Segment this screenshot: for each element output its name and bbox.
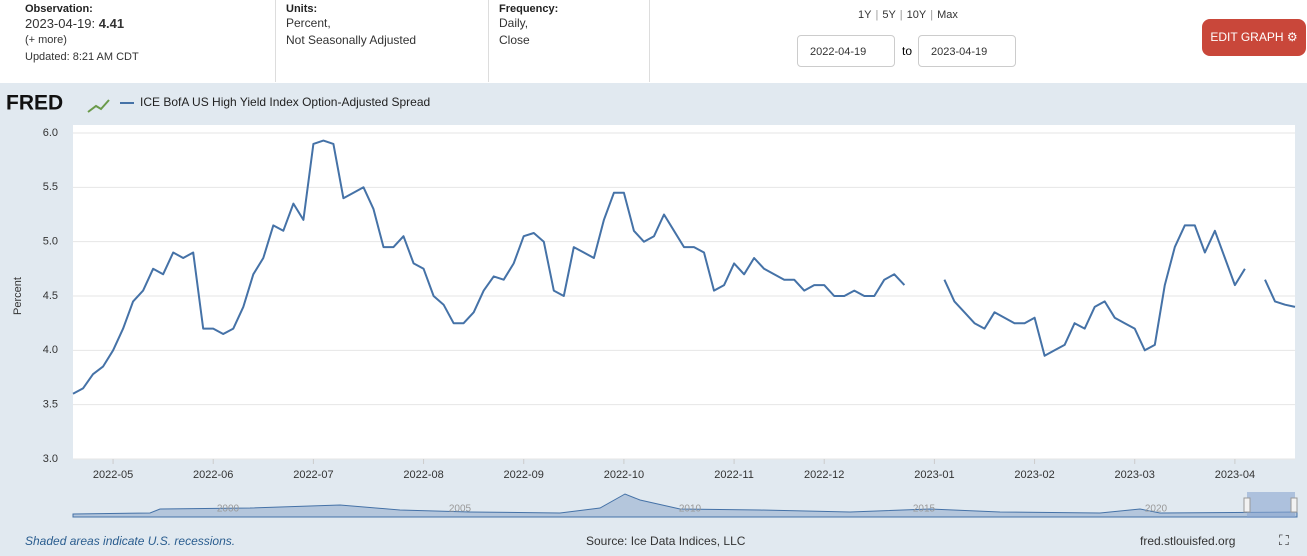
plot-background	[73, 125, 1295, 459]
y-tick-label: 4.5	[43, 290, 58, 302]
text: Close	[499, 33, 530, 47]
y-tick-label: 5.5	[43, 181, 58, 193]
label: Frequency:	[499, 3, 559, 15]
separator: |	[875, 9, 879, 21]
navigator-selection[interactable]	[1247, 492, 1295, 518]
x-tick-label: 2023-01	[914, 469, 954, 481]
navigator-label: 2015	[913, 504, 936, 515]
series-line	[72, 139, 1296, 395]
date: 2023-04-19:	[25, 16, 96, 31]
text: Percent,	[286, 16, 331, 30]
x-tick-label: 2022-10	[604, 469, 644, 481]
frequency-cell: Frequency: Daily, Close	[489, 0, 650, 82]
x-tick-label: 2022-05	[93, 469, 133, 481]
to: to	[902, 44, 913, 58]
y-axis-label: Percent	[12, 277, 24, 315]
logo-icon	[87, 99, 110, 113]
units-cell: Units: Percent, Not Seasonally Adjusted	[276, 0, 489, 82]
range-button[interactable]: 5Y	[882, 9, 896, 21]
x-tick-label: 2022-07	[293, 469, 333, 481]
fullscreen-icon[interactable]: ⛶	[1279, 532, 1289, 548]
x-tick-label: 2022-08	[403, 469, 443, 481]
y-tick-label: 5.0	[43, 236, 58, 248]
range-button[interactable]: Max	[937, 9, 958, 21]
y-tick-label: 3.5	[43, 399, 58, 411]
y-tick-label: 6.0	[43, 127, 58, 139]
x-tick-label: 2023-04	[1215, 469, 1255, 481]
x-tick-label: 2022-09	[504, 469, 544, 481]
range-button[interactable]: 1Y	[858, 9, 872, 21]
navigator-handle[interactable]	[1243, 497, 1251, 513]
label: Observation:	[25, 3, 93, 15]
y-tick-label: 4.0	[43, 344, 58, 356]
text: Not Seasonally Adjusted	[286, 33, 417, 47]
legend-label: ICE BofA US High Yield Index Option-Adju…	[140, 95, 430, 109]
range-buttons: 1Y | 5Y | 10Y | Max	[858, 9, 958, 21]
y-tick-label: 3.0	[43, 453, 58, 465]
range-button[interactable]: 10Y	[906, 9, 927, 21]
x-tick-label: 2023-02	[1014, 469, 1054, 481]
label: Units:	[286, 3, 318, 15]
observation: 2023-04-19: 4.41	[25, 15, 139, 32]
more-link[interactable]: (+ more)	[25, 34, 67, 46]
separator: |	[899, 9, 903, 21]
end-date[interactable]: 2023-04-19	[918, 35, 1016, 67]
navigator-label: 2000	[217, 504, 240, 515]
x-tick-label: 2023-03	[1115, 469, 1155, 481]
x-tick-label: 2022-12	[804, 469, 844, 481]
source: Source: Ice Data Indices, LLC	[586, 534, 746, 548]
separator: |	[930, 9, 934, 21]
recession-note: Shaded areas indicate U.S. recessions.	[25, 534, 236, 548]
x-tick-label: 2022-06	[193, 469, 233, 481]
navigator-label: 2010	[679, 504, 702, 515]
value: 4.41	[98, 16, 125, 31]
navigator: 2000 2005 2010 2015 2020	[72, 492, 1298, 518]
edit-graph-button[interactable]: EDIT GRAPH ⚙	[1202, 19, 1306, 56]
navigator-label: 2020	[1145, 504, 1168, 515]
x-tick-label: 2022-11	[714, 469, 754, 481]
observation-cell: Observation: 2023-04-19: 4.41 (+ more) U…	[0, 0, 276, 82]
start-date[interactable]: 2022-04-19	[797, 35, 895, 67]
site: fred.stlouisfed.org	[1140, 534, 1236, 548]
navigator-handle[interactable]	[1290, 497, 1298, 513]
updated: Updated: 8:21 AM CDT	[25, 51, 139, 63]
navigator-label: 2005	[449, 504, 472, 515]
navigator-series	[72, 493, 1298, 518]
text: Daily,	[499, 16, 529, 30]
logo: FRED	[6, 92, 63, 115]
label: EDIT GRAPH	[1210, 30, 1284, 44]
